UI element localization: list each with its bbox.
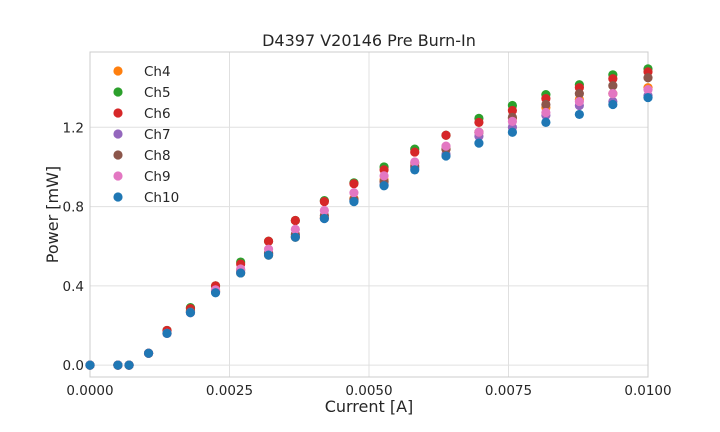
legend-marker [113,192,123,202]
plot-frame [89,51,649,378]
legend-item: Ch9 [113,169,171,185]
data-point [608,89,618,99]
data-point [474,127,484,137]
data-point [319,197,329,207]
data-point [541,99,551,110]
legend-item: Ch5 [113,85,171,101]
chart-title: D4397 V20146 Pre Burn-In [262,31,476,50]
legend-label: Ch10 [144,190,179,206]
data-point [85,360,95,370]
data-point [349,188,359,198]
data-point [410,157,420,167]
legend-marker [113,129,123,139]
legend-marker [113,171,123,181]
data-point [643,73,653,83]
legend-marker [113,87,123,97]
x-axis-label: Current [A] [325,397,414,416]
legend-label: Ch5 [144,85,171,101]
legend: Ch4 Ch5 Ch6 Ch7 Ch8 Ch9 Ch10 [113,64,179,206]
data-point [319,205,329,216]
data-point [349,197,359,207]
data-point [574,96,584,107]
data-point [507,127,518,137]
data-point [124,360,134,370]
legend-item: Ch6 [113,106,171,122]
legend-item: Ch10 [113,190,179,206]
data-point [263,250,274,260]
grid [89,52,649,377]
data-point [441,151,451,161]
data-point [319,213,329,224]
data-point [113,360,123,370]
data-point [507,105,518,116]
x-tick-label: 0.0075 [485,383,532,399]
data-point [643,85,653,95]
data-point [379,181,389,191]
legend-label: Ch8 [144,148,171,164]
data-point [643,92,653,103]
data-point [541,107,551,118]
legend-marker [113,108,123,118]
legend-label: Ch6 [144,106,171,122]
legend-marker [113,66,123,76]
data-point [185,307,196,318]
legend-label: Ch7 [144,127,171,143]
data-point [541,117,551,127]
data-points [85,64,653,370]
y-tick-label: 0.4 [63,279,84,295]
data-point [379,171,389,181]
data-point [410,165,420,175]
x-tick-label: 0.0000 [66,383,113,399]
data-point [474,138,484,148]
legend-marker [113,150,123,160]
y-tick-label: 0.8 [63,200,84,216]
legend-label: Ch9 [144,169,171,185]
data-point [574,109,584,120]
legend-item: Ch8 [113,148,171,164]
data-point [608,81,618,91]
x-tick-label: 0.0025 [206,383,253,399]
tick-labels: 0.0000 0.0025 0.0050 0.0075 0.0100 0.0 0.4 0.8 1… [63,120,672,399]
series-ch10 [85,92,653,370]
legend-label: Ch4 [144,64,171,80]
data-point [608,99,618,110]
data-point [143,348,154,358]
data-point [162,328,172,339]
y-tick-label: 1.2 [63,120,84,136]
data-point [210,288,221,298]
legend-item: Ch7 [113,127,171,143]
data-point [507,116,518,126]
data-point [574,89,584,99]
data-point [290,215,300,226]
legend-item: Ch4 [113,64,171,80]
data-point [441,141,451,151]
y-tick-label: 0.0 [63,358,84,374]
data-point [474,117,484,127]
data-point [349,179,359,189]
data-point [236,268,246,278]
y-axis-label: Power [mW] [43,166,62,263]
data-point [608,74,618,84]
x-tick-label: 0.0100 [624,383,671,399]
data-point [290,224,300,234]
x-tick-label: 0.0050 [345,383,392,399]
data-point [263,236,274,246]
data-point [290,232,300,242]
data-point [441,130,451,140]
data-point [410,147,420,157]
